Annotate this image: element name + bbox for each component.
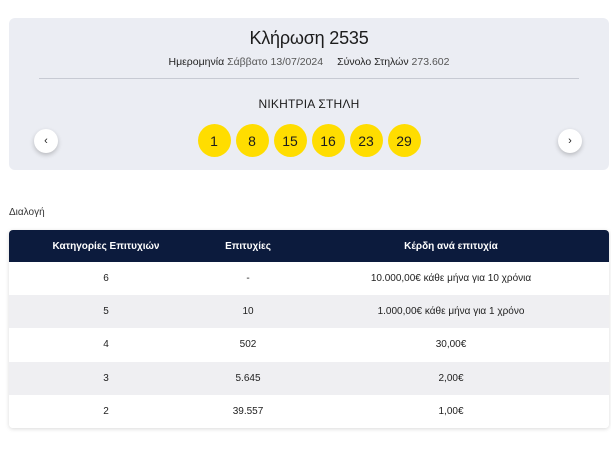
cell-winners: 10 <box>242 306 254 318</box>
draw-card: Κλήρωση 2535 Ημερομηνία Σάββατο 13/07/20… <box>9 18 609 170</box>
draw-total-value: 273.602 <box>411 56 450 68</box>
table-row: 2 39.557 1,00€ <box>9 394 609 428</box>
number-ball: 23 <box>349 124 383 157</box>
draw-total-label: Σύνολο Στηλών <box>337 56 409 68</box>
number-ball: 1 <box>197 124 231 157</box>
cell-prize: 1,00€ <box>438 405 464 417</box>
draw-meta: Ημερομηνία Σάββατο 13/07/2024 Σύνολο Στη… <box>9 56 609 68</box>
cell-category: 3 <box>103 372 109 384</box>
number-ball: 8 <box>235 124 269 157</box>
chevron-right-icon: › <box>568 135 572 147</box>
cell-category: 6 <box>103 273 109 285</box>
cell-prize: 1.000,00€ κάθε μήνα για 1 χρόνο <box>377 306 525 318</box>
table-row: 5 10 1.000,00€ κάθε μήνα για 1 χρόνο <box>9 295 609 329</box>
previous-draw-button[interactable]: ‹ <box>34 129 58 153</box>
number-ball: 29 <box>387 124 421 157</box>
table-row: 6 - 10.000,00€ κάθε μήνα για 10 χρόνια <box>9 262 609 296</box>
game-label: Διαλογή <box>9 207 45 218</box>
header-prize: Κέρδη ανά επιτυχία <box>404 240 498 252</box>
draw-total: Σύνολο Στηλών 273.602 <box>337 56 449 68</box>
header-winners: Επιτυχίες <box>225 240 271 252</box>
cell-prize: 2,00€ <box>438 372 464 384</box>
draw-date: Ημερομηνία Σάββατο 13/07/2024 <box>168 56 323 68</box>
draw-title: Κλήρωση 2535 <box>249 28 369 48</box>
winning-numbers: 1 8 15 16 23 29 <box>9 124 609 157</box>
table-header: Κατηγορίες Επιτυχιών Επιτυχίες Κέρδη ανά… <box>9 230 609 262</box>
cell-category: 5 <box>103 306 109 318</box>
next-draw-button[interactable]: › <box>558 129 582 153</box>
cell-category: 4 <box>103 339 109 351</box>
cell-winners: 502 <box>239 339 257 351</box>
prize-table: Κατηγορίες Επιτυχιών Επιτυχίες Κέρδη ανά… <box>9 230 609 428</box>
cell-winners: 39.557 <box>232 405 264 417</box>
draw-date-value: Σάββατο 13/07/2024 <box>227 56 324 68</box>
number-ball: 16 <box>311 124 345 157</box>
chevron-left-icon: ‹ <box>44 135 48 147</box>
cell-winners: 5.645 <box>235 372 261 384</box>
cell-category: 2 <box>103 405 109 417</box>
cell-prize: 10.000,00€ κάθε μήνα για 10 χρόνια <box>370 273 532 285</box>
table-row: 3 5.645 2,00€ <box>9 361 609 395</box>
number-ball: 15 <box>273 124 307 157</box>
cell-winners: - <box>246 273 250 285</box>
table-row: 4 502 30,00€ <box>9 328 609 362</box>
divider <box>39 78 579 79</box>
cell-prize: 30,00€ <box>435 339 467 351</box>
winning-column-title: ΝΙΚΗΤΡΙΑ ΣΤΗΛΗ <box>258 97 360 111</box>
draw-date-label: Ημερομηνία <box>168 56 225 68</box>
header-categories: Κατηγορίες Επιτυχιών <box>52 240 160 252</box>
